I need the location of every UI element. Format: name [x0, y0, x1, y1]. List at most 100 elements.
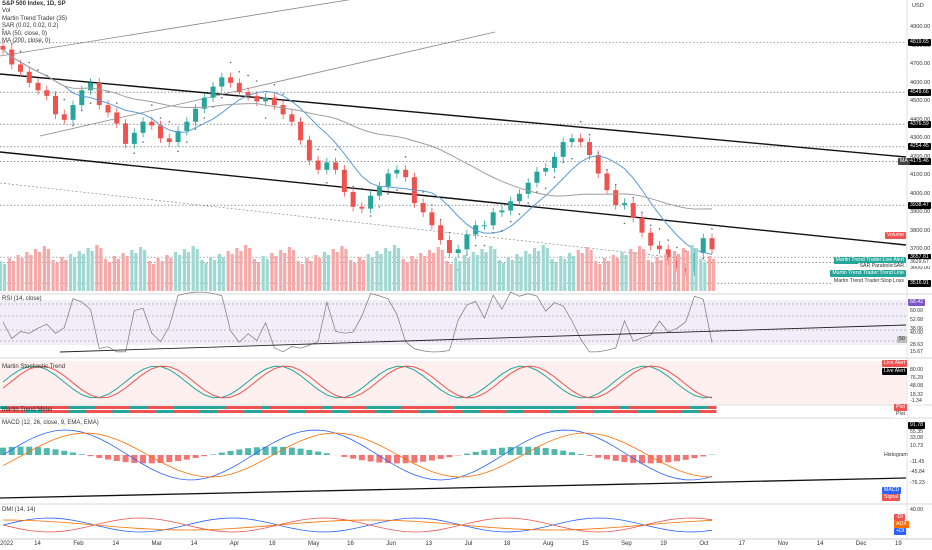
macd-histogram-bar	[568, 452, 575, 455]
trend-meter-cell	[77, 406, 87, 409]
trend-meter-cell	[7, 406, 17, 409]
volume-bar	[108, 262, 112, 291]
macd-title[interactable]: MACD (12, 26, close, 9, EMA, EMA)	[2, 420, 99, 426]
sar-dot	[431, 204, 433, 206]
volume-bar	[708, 256, 712, 291]
chart-title[interactable]: S&P 500 Index, 1D, SP	[2, 1, 66, 7]
dmi-title[interactable]: DMI (14, 14)	[2, 507, 36, 513]
sar-dot	[509, 220, 512, 223]
trend-meter-cell	[243, 410, 253, 413]
trend-meter-cell	[296, 406, 306, 409]
trend-meter-cell	[296, 410, 306, 413]
volume-bar	[620, 252, 624, 291]
x-axis-tick: May	[308, 541, 320, 547]
volume-bar	[209, 257, 213, 291]
trend-meter-cell	[366, 410, 376, 413]
volume-bar	[331, 249, 335, 291]
volume-bar	[427, 250, 432, 291]
trend-meter-cell	[269, 406, 279, 409]
volume-bar	[480, 249, 484, 291]
sar-dot	[466, 254, 468, 256]
legend-martin-trend-trader[interactable]: Martin Trend Trader (35)	[2, 15, 68, 22]
trend-meter-cell	[226, 406, 236, 409]
volume-bar	[156, 258, 160, 291]
stochastic-level-tag: 76.29	[908, 375, 925, 382]
macd-histogram-bar	[183, 455, 190, 460]
price-axis-label: 4700.00	[910, 61, 931, 68]
volume-bar	[633, 252, 637, 291]
legend-ma50[interactable]: MA (50, close, 0)	[2, 30, 48, 37]
main-legend: S&P 500 Index, 1D, SP Vol Martin Trend T…	[2, 1, 67, 45]
volume-bar	[497, 260, 502, 291]
candle-body	[149, 121, 155, 126]
candle-body	[0, 45, 6, 50]
price-tag: 4549.66	[908, 88, 931, 96]
stochastic-title[interactable]: Martin Stochastic Trend	[2, 364, 66, 370]
trend-meter-cell	[479, 406, 489, 409]
trend-meter-cell	[619, 410, 629, 413]
candle-body	[368, 195, 374, 209]
sar-dot	[256, 80, 258, 82]
ma200-line	[2, 49, 713, 210]
volume-bar	[567, 253, 572, 291]
candle-body	[158, 125, 164, 139]
sar-dot	[387, 193, 389, 195]
sar-dot	[186, 141, 188, 143]
volume-bar	[291, 250, 296, 291]
stochastic-level-tag: -1.34	[908, 398, 924, 405]
volume-bar	[309, 261, 313, 291]
sar-dot	[54, 93, 57, 95]
macd-level-tag: Signal	[882, 494, 901, 501]
volume-bar	[353, 263, 357, 291]
volume-bar	[3, 264, 7, 291]
dmi-level-tag: ADX	[894, 521, 909, 528]
x-axis-tick: 18	[503, 541, 511, 547]
candle-body	[105, 105, 111, 113]
candle-body	[315, 160, 321, 170]
sar-dot	[676, 246, 678, 249]
volume-bar	[611, 255, 615, 291]
candle-body	[333, 162, 339, 170]
trend-meter-cell	[243, 406, 253, 409]
volume-bar	[515, 254, 519, 291]
trend-meter-cell	[147, 406, 157, 409]
trend-meter-cell	[488, 410, 498, 413]
candle-body	[236, 82, 242, 93]
volume-bar	[213, 260, 217, 291]
trend-meter-cell	[287, 410, 297, 413]
trend-meter-cell	[86, 410, 96, 413]
volume-bar	[139, 247, 143, 291]
sar-dot	[28, 61, 31, 64]
x-axis-tick: Feb	[73, 541, 84, 547]
trend-meter-cell	[453, 410, 463, 413]
trend-meter-cell	[208, 410, 218, 413]
stochastic-level-tag: Live Alert	[882, 368, 908, 375]
rsi-title[interactable]: RSI (14, close)	[2, 296, 42, 302]
candle-body	[464, 234, 470, 250]
volume-bar	[252, 259, 257, 291]
trend-meter-cell	[689, 406, 699, 409]
trend-meter-cell	[523, 406, 533, 409]
trend-meter-cell	[173, 410, 183, 413]
legend-sar[interactable]: SAR (0.02, 0.02, 0.2)	[2, 23, 59, 30]
macd-histogram-bar	[253, 447, 260, 455]
legend-ma200[interactable]: MA (200, close, 0)	[2, 38, 51, 45]
volume-bar	[712, 259, 716, 291]
volume-bar	[681, 248, 685, 291]
legend-volume[interactable]: Vol	[2, 8, 11, 15]
volume-bar	[90, 251, 94, 291]
volume-bar	[541, 245, 545, 291]
trend-meter-title[interactable]: Martin Trend Meter	[2, 407, 53, 413]
sar-dot	[317, 148, 319, 151]
x-axis-tick: 19	[660, 541, 667, 547]
candle-body	[656, 245, 662, 250]
volume-bar	[528, 254, 532, 291]
volume-bar	[340, 246, 344, 291]
volume-bar	[322, 252, 327, 291]
candle-body	[709, 238, 715, 250]
trend-meter-cell	[654, 410, 664, 413]
sar-dot	[291, 100, 293, 103]
macd-histogram-bar	[166, 455, 173, 463]
volume-bar	[165, 255, 169, 291]
